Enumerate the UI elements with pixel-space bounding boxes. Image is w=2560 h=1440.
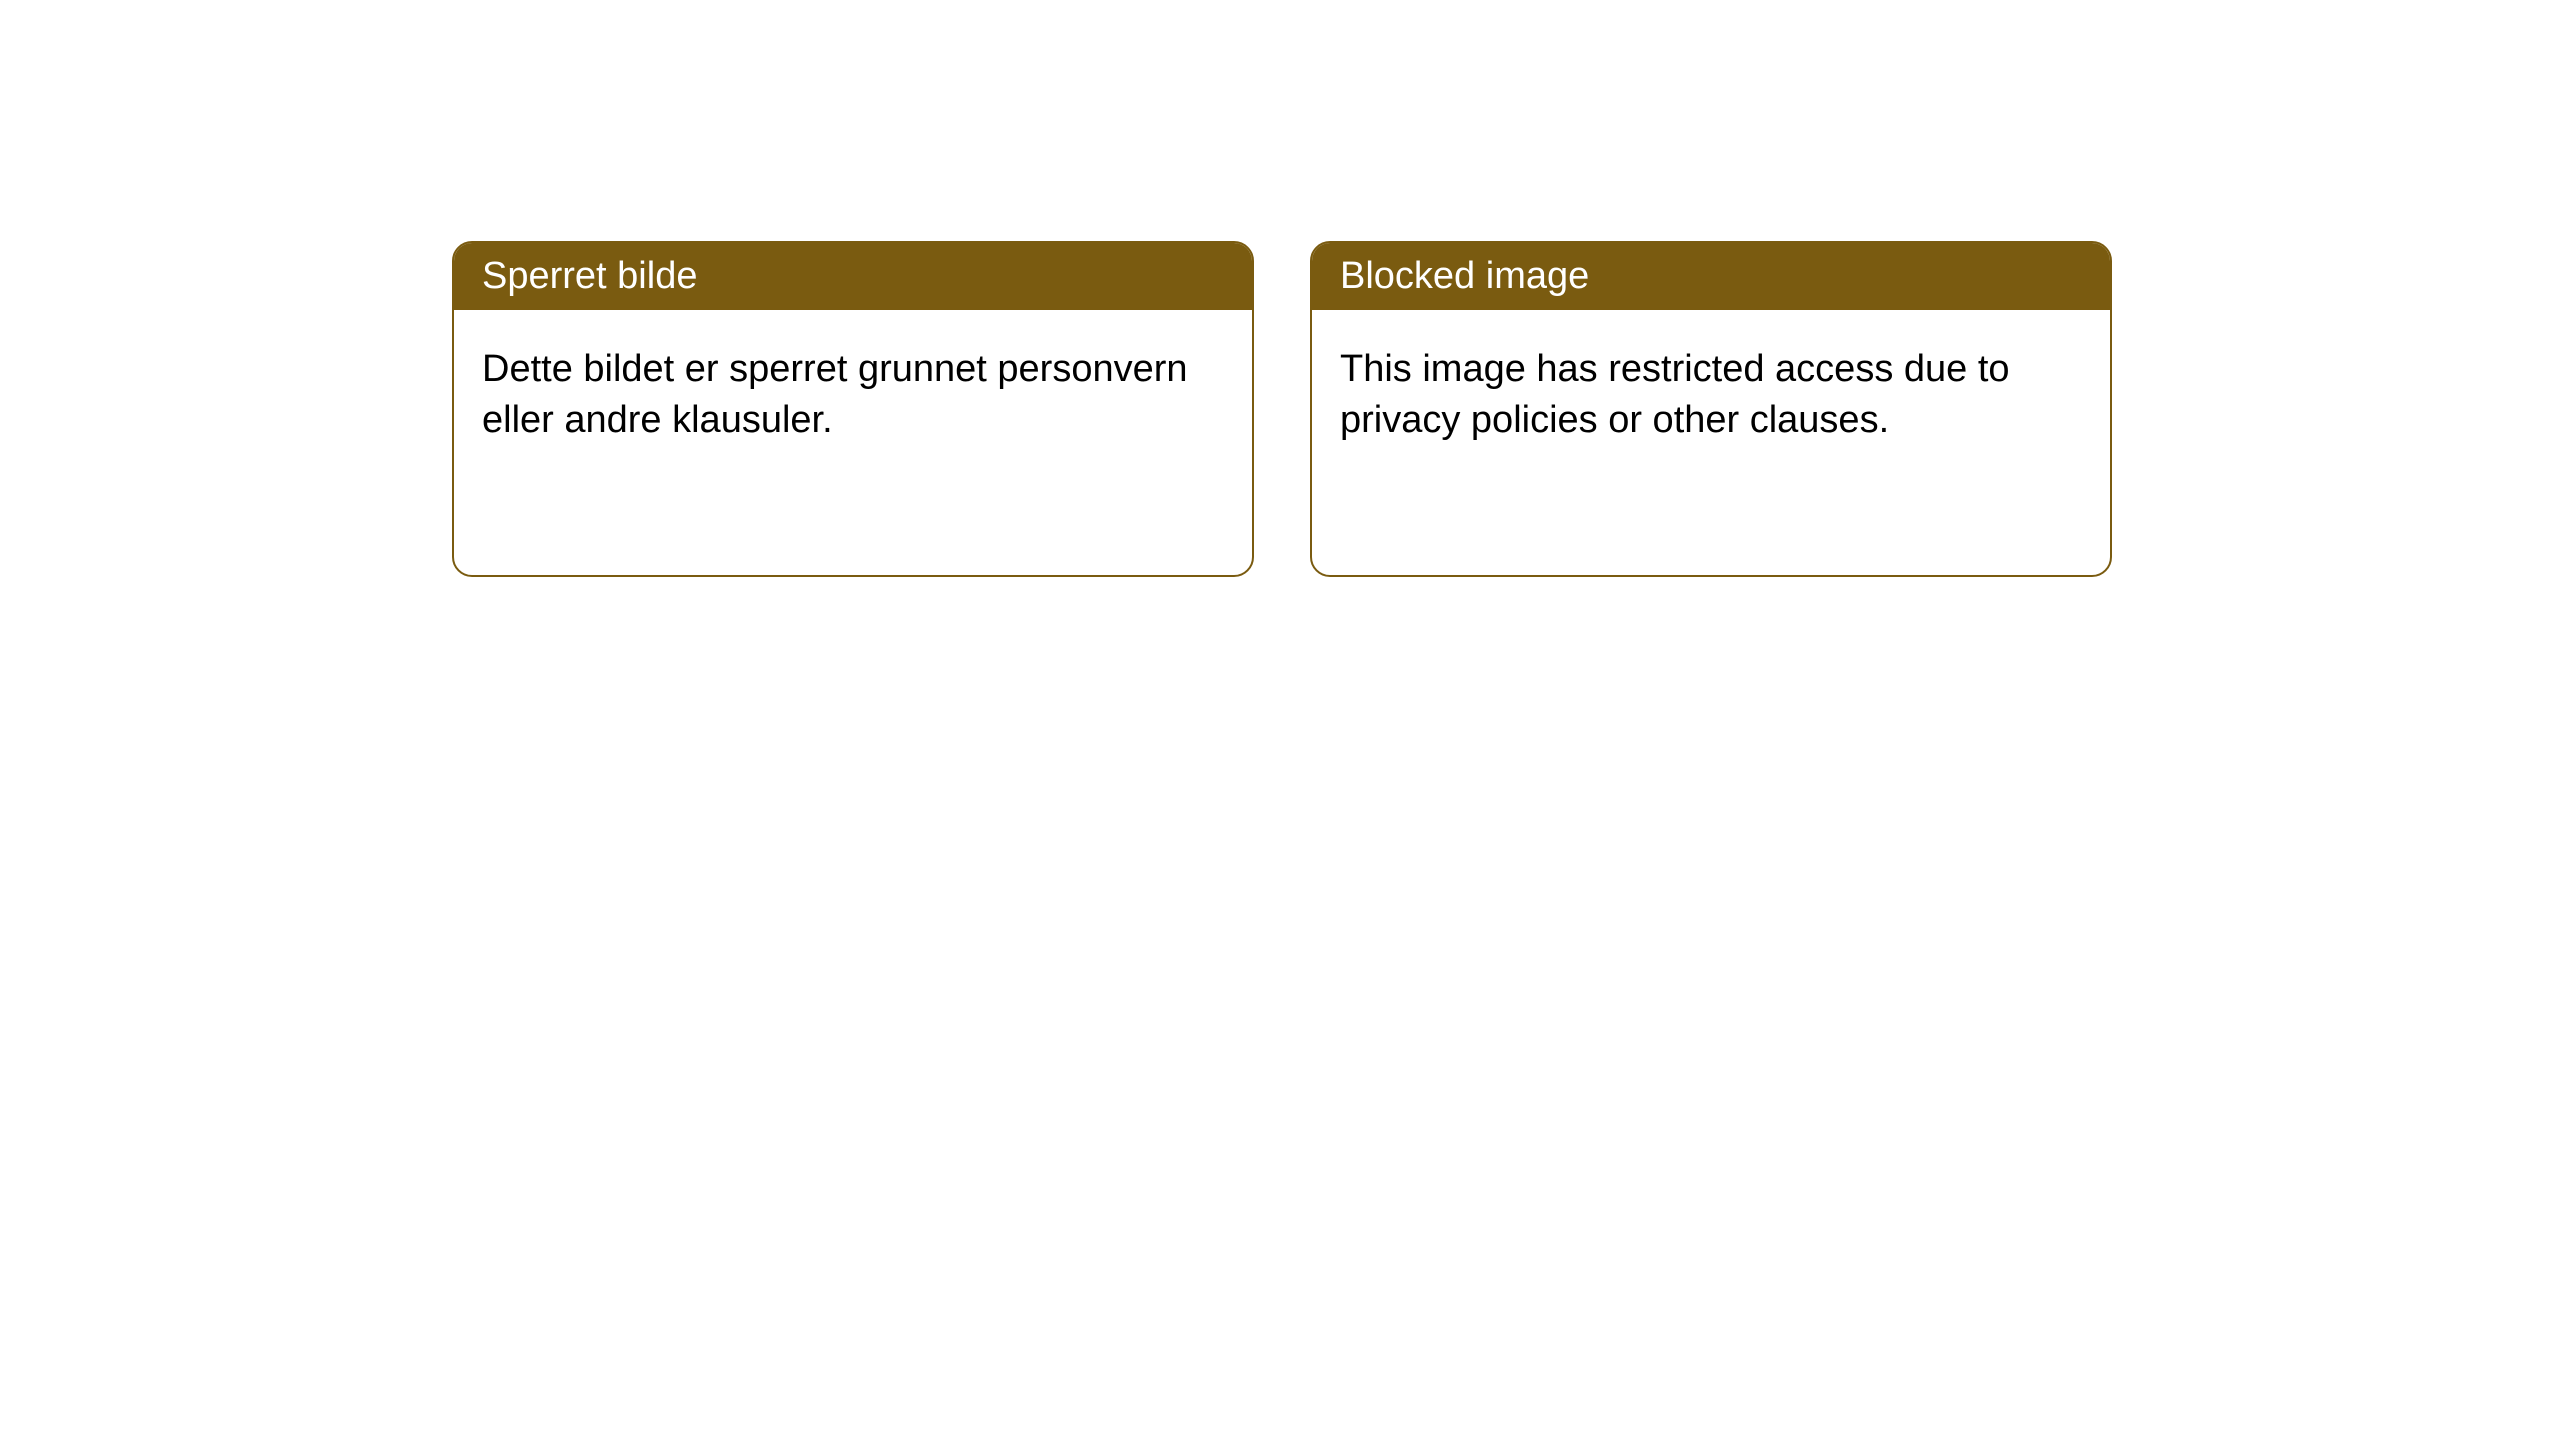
card-body: This image has restricted access due to …	[1312, 310, 2110, 481]
card-body: Dette bildet er sperret grunnet personve…	[454, 310, 1252, 481]
blocked-image-card-no: Sperret bilde Dette bildet er sperret gr…	[452, 241, 1254, 577]
cards-container: Sperret bilde Dette bildet er sperret gr…	[0, 0, 2560, 577]
blocked-image-card-en: Blocked image This image has restricted …	[1310, 241, 2112, 577]
card-title: Blocked image	[1312, 243, 2110, 310]
card-title: Sperret bilde	[454, 243, 1252, 310]
